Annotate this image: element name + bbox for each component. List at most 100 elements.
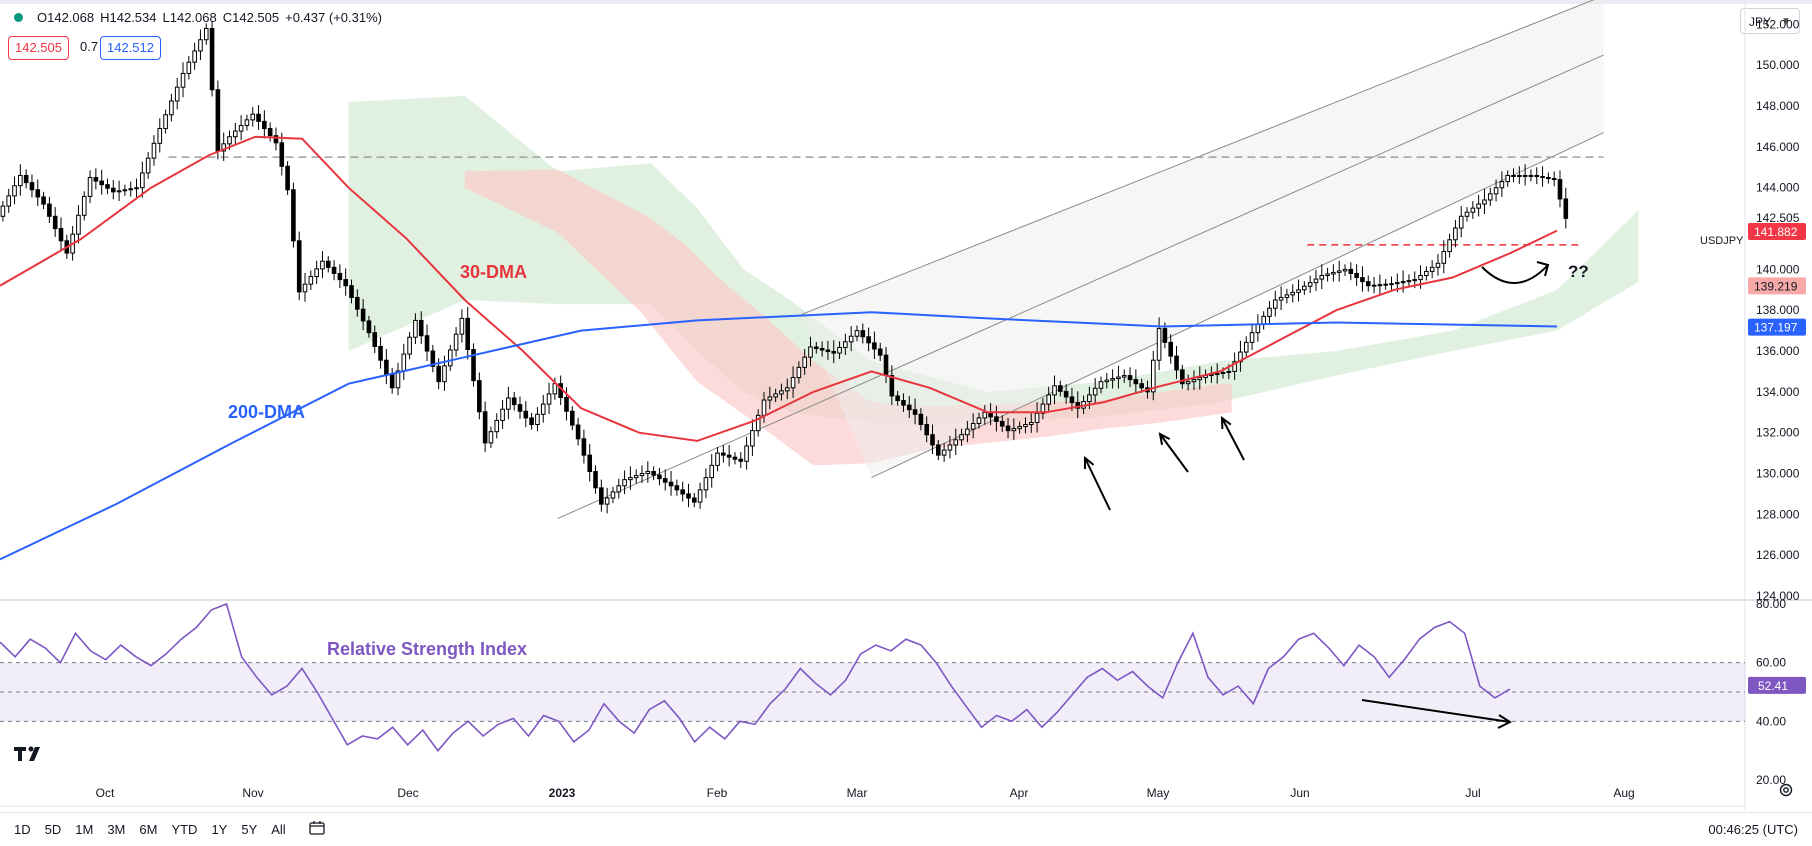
timeframe-1d[interactable]: 1D bbox=[14, 822, 31, 837]
candle-body bbox=[959, 434, 964, 441]
rsi-line bbox=[0, 602, 1511, 752]
candle-body bbox=[860, 330, 866, 338]
candle-body bbox=[488, 431, 494, 444]
candle-body bbox=[1127, 375, 1133, 381]
timeframe-ytd[interactable]: YTD bbox=[171, 822, 198, 837]
candle-body bbox=[372, 332, 378, 347]
candle-body bbox=[1296, 289, 1301, 293]
timeframe-1y[interactable]: 1Y bbox=[211, 822, 228, 837]
candle-body bbox=[12, 185, 17, 197]
candle-body bbox=[593, 470, 598, 489]
candle-body bbox=[1464, 211, 1470, 217]
timeframe-5y[interactable]: 5Y bbox=[241, 822, 258, 837]
candle-body bbox=[41, 196, 46, 205]
price-chart[interactable]: 30-DMA 200-DMA?? USDJPY 152.000 150.000 148.… bbox=[0, 0, 1812, 810]
candle-body bbox=[128, 188, 134, 191]
time-tick: Apr bbox=[1010, 786, 1029, 800]
candle-body bbox=[285, 165, 290, 191]
rsi-title: Relative Strength Index bbox=[327, 639, 527, 659]
candle-body bbox=[23, 174, 29, 184]
calendar-range-icon[interactable] bbox=[308, 820, 328, 840]
candle-body bbox=[1052, 385, 1057, 396]
candle-body bbox=[982, 411, 988, 419]
candle-body bbox=[349, 285, 354, 298]
candle-body bbox=[1017, 426, 1022, 430]
arrow-apr-shaft bbox=[1084, 457, 1111, 511]
candle-body bbox=[378, 345, 383, 361]
candle-body bbox=[320, 260, 325, 270]
candle-body bbox=[726, 454, 732, 458]
candle-body bbox=[81, 195, 87, 216]
candle-body bbox=[1377, 284, 1383, 287]
sell-price-button[interactable]: 142.505 bbox=[8, 36, 69, 60]
price-tick: 148.000 bbox=[1756, 99, 1800, 113]
gear-icon[interactable] bbox=[1778, 782, 1794, 802]
candle-body bbox=[430, 350, 436, 367]
candle-body bbox=[790, 377, 796, 389]
timeframe-all[interactable]: All bbox=[271, 822, 286, 837]
candle-body bbox=[1087, 394, 1092, 403]
candle-body bbox=[680, 489, 685, 495]
candle-body bbox=[552, 383, 558, 395]
candle-body bbox=[186, 61, 192, 74]
timeframe-3m[interactable]: 3M bbox=[107, 822, 126, 837]
candle-body bbox=[494, 419, 500, 433]
channel-line-middle bbox=[557, 54, 1604, 519]
candle-body bbox=[1063, 390, 1069, 398]
candle-body bbox=[29, 182, 35, 191]
candle-body bbox=[1156, 328, 1162, 361]
candle-body bbox=[866, 336, 871, 344]
candle-body bbox=[35, 189, 41, 198]
candle-body bbox=[784, 387, 790, 392]
candle-body bbox=[221, 143, 226, 152]
candle-body bbox=[273, 135, 279, 144]
candle-body bbox=[1214, 372, 1220, 376]
candle-body bbox=[721, 452, 726, 456]
candle-body bbox=[767, 396, 773, 401]
candle-body bbox=[744, 445, 749, 462]
ma30-price-tag: 141.882 bbox=[1754, 225, 1798, 239]
candle-body bbox=[1458, 215, 1464, 229]
candle-body bbox=[599, 487, 604, 505]
timeframe-1m[interactable]: 1M bbox=[75, 822, 94, 837]
candle-body bbox=[233, 130, 238, 138]
market-open-icon bbox=[14, 13, 23, 22]
candle-body bbox=[1383, 283, 1388, 286]
candle-body bbox=[47, 203, 52, 217]
currency-select[interactable]: JPY ▼ bbox=[1740, 8, 1800, 34]
candle-body bbox=[854, 330, 860, 337]
arrow-bounce-head bbox=[1536, 261, 1550, 277]
candle-body bbox=[1336, 270, 1342, 273]
arrow-may-shaft bbox=[1159, 433, 1189, 473]
label-30dma: 30-DMA bbox=[460, 262, 527, 282]
settings-gear-icon bbox=[1779, 783, 1793, 797]
candle-body bbox=[1046, 394, 1052, 405]
candle-body bbox=[1546, 177, 1551, 180]
candle-body bbox=[633, 475, 639, 479]
candle-body bbox=[244, 119, 250, 126]
candle-body bbox=[1365, 281, 1371, 287]
timeframe-5d[interactable]: 5D bbox=[44, 822, 62, 837]
candle-body bbox=[1528, 174, 1534, 177]
price-tick: 138.000 bbox=[1756, 303, 1800, 317]
candle-body bbox=[227, 136, 232, 145]
candle-body bbox=[325, 260, 331, 268]
candle-body bbox=[174, 86, 180, 102]
candle-body bbox=[848, 335, 854, 343]
buy-price-button[interactable]: 142.512 bbox=[100, 36, 161, 60]
candle-body bbox=[761, 399, 767, 416]
cloud-red bbox=[464, 169, 1232, 466]
candle-body bbox=[256, 113, 261, 122]
window-top-border bbox=[0, 0, 1812, 4]
candle-body bbox=[1325, 273, 1330, 277]
timeframe-6m[interactable]: 6M bbox=[139, 822, 158, 837]
candle-body bbox=[1028, 421, 1034, 426]
close-value: C142.505 bbox=[222, 10, 280, 25]
candle-body bbox=[1272, 299, 1278, 309]
candle-body bbox=[924, 424, 929, 436]
logo-icon[interactable] bbox=[12, 744, 46, 767]
rsi-value-bg bbox=[1748, 676, 1806, 694]
candle-body bbox=[1168, 341, 1174, 357]
utc-clock[interactable]: 00:46:25 (UTC) bbox=[1708, 822, 1798, 837]
candle-body bbox=[564, 396, 569, 412]
